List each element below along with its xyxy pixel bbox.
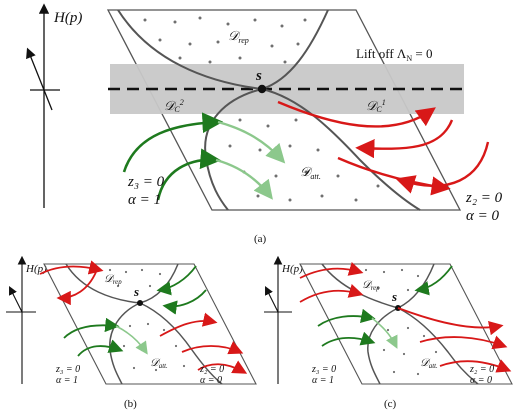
right-alpha-label-a: α = 0 — [466, 208, 499, 224]
red-trajectory-2-c — [299, 284, 364, 303]
tilted-axis-c — [265, 286, 279, 313]
separatrix-left-b — [65, 263, 143, 385]
d-rep-label-a: 𝒟rep — [228, 28, 249, 45]
red-trajectory-1-a — [277, 100, 436, 128]
green-trajectory-2-b — [162, 289, 207, 315]
panel-c: H(p) s 𝒟rep 𝒟att. z₃ = 0 — [264, 255, 513, 410]
panel-b: H(p) s 𝒟rep 𝒟att. — [6, 255, 257, 410]
green-trajectory-2-c — [317, 308, 376, 327]
caption-c: (c) — [384, 398, 397, 410]
d-rep-label-c: 𝒟rep — [362, 279, 380, 292]
green-trajectory-2-a — [156, 148, 222, 201]
dots-rep-a — [143, 16, 307, 64]
light-green-trajectory-1-b — [115, 325, 148, 355]
d-att-label-a: 𝒟att. — [300, 164, 321, 181]
right-z-label-c: z₂ = 0 — [469, 364, 494, 375]
green-trajectory-1-c — [414, 265, 453, 296]
light-green-trajectory-2-a — [215, 158, 273, 200]
saddle-point-b — [137, 300, 143, 306]
h-axis-label-c: H(p) — [281, 263, 303, 275]
green-trajectory-3-c — [321, 331, 376, 347]
red-trajectory-3-a — [395, 141, 490, 194]
light-green-trajectory-1-c — [371, 317, 398, 349]
lift-off-label: Lift off ΛN = 0 — [356, 46, 433, 63]
red-trajectory-2-b — [56, 271, 97, 306]
red-trajectory-1-c — [299, 262, 364, 279]
phase-domain-b — [43, 263, 257, 385]
left-z-label-b: z₃ = 0 — [55, 364, 80, 375]
d-att-label-c: 𝒟att. — [420, 357, 438, 370]
caption-b: (b) — [124, 398, 137, 410]
right-z-label-a: z₂ = 0 — [465, 190, 503, 206]
h-axis-label-a: H(p) — [53, 10, 82, 26]
tilted-axis-tail-a — [43, 89, 53, 111]
red-trajectory-2-a — [355, 119, 454, 159]
red-trajectory-3-b — [159, 312, 218, 337]
caption-a: (a) — [254, 233, 267, 245]
d-c1-label-a: 𝒟C1 — [366, 98, 386, 114]
right-alpha-label-c: α = 0 — [470, 375, 492, 386]
saddle-label-c: s — [391, 289, 397, 304]
green-trajectory-3-b — [63, 317, 120, 339]
d-att-label-b: 𝒟att. — [150, 357, 168, 370]
saddle-label-b: s — [133, 284, 139, 299]
saddle-label-a: s — [255, 68, 262, 84]
right-z-label-b: z₂ = 0 — [199, 364, 224, 375]
d-c2-label-a: 𝒟C2 — [164, 98, 184, 114]
green-trajectory-1-b — [156, 265, 197, 296]
tilted-axis-b — [9, 286, 23, 313]
red-trajectory-1-b — [39, 260, 104, 275]
left-alpha-label-c: α = 1 — [312, 375, 334, 386]
red-trajectory-4-c — [419, 335, 508, 350]
separatrix-right-a — [258, 9, 421, 211]
tilted-axis-a — [26, 47, 45, 91]
phase-domain-a — [106, 9, 462, 211]
separatrix-left-a — [117, 9, 263, 211]
dots-c — [364, 268, 438, 376]
red-trajectory-5-c — [439, 359, 512, 373]
green-trajectory-4-b — [77, 339, 124, 357]
green-trajectory-1-a — [122, 112, 224, 173]
left-alpha-label-b: α = 1 — [56, 375, 78, 386]
light-green-trajectory-1-a — [217, 120, 286, 164]
panel-a: H(p) s — [26, 3, 503, 245]
red-trajectory-3-c — [397, 307, 504, 336]
h-axis-label-b: H(p) — [25, 263, 47, 275]
left-z-label-c: z₃ = 0 — [311, 364, 336, 375]
d-rep-label-b: 𝒟rep — [104, 273, 122, 286]
phase-domain-c — [299, 263, 513, 385]
red-trajectory-4-a — [337, 156, 451, 196]
saddle-point-a — [257, 84, 267, 94]
left-z-label-a: z₃ = 0 — [127, 174, 165, 190]
red-trajectory-4-b — [181, 341, 244, 355]
right-alpha-label-b: α = 0 — [200, 375, 222, 386]
dots-att-a — [228, 118, 380, 202]
left-alpha-label-a: α = 1 — [128, 192, 161, 208]
red-trajectory-5-b — [197, 360, 248, 374]
